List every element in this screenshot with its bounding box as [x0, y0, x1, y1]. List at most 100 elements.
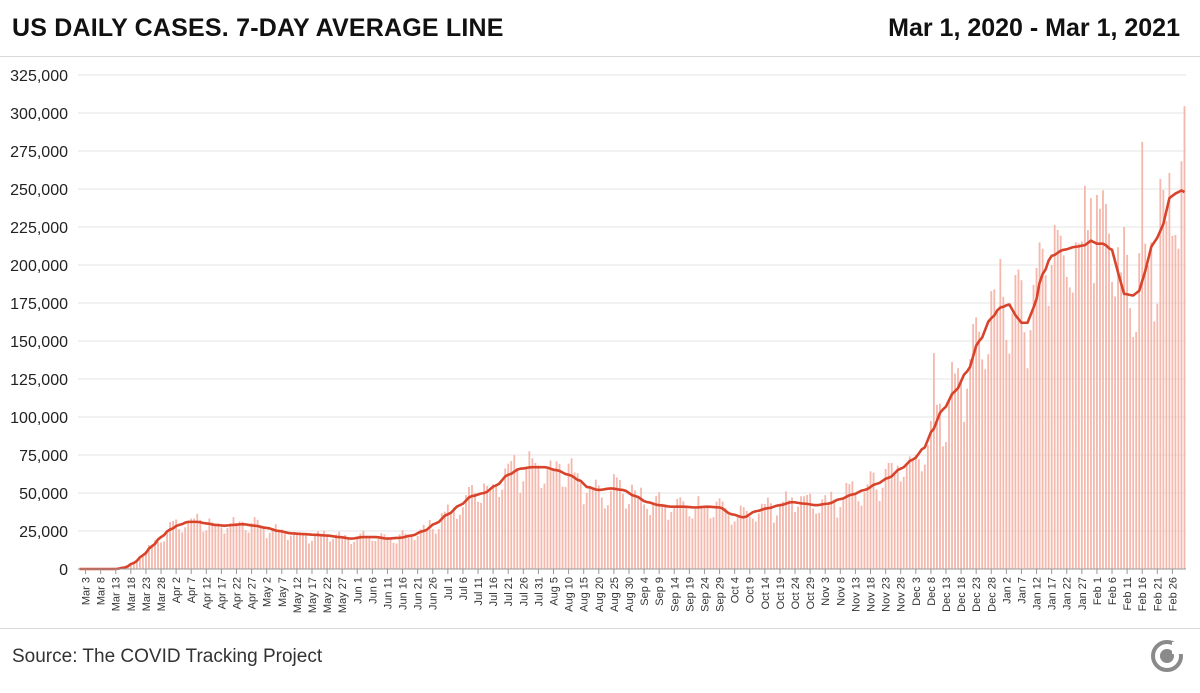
daily-case-bar: [1026, 368, 1029, 569]
x-tick-label: Sep 24: [699, 577, 711, 612]
x-tick-label: Jul 1: [443, 577, 455, 600]
x-tick-label: Aug 20: [594, 577, 606, 612]
daily-case-bar: [145, 551, 147, 569]
daily-case-bar: [1011, 313, 1014, 569]
x-tick-label: Nov 8: [835, 577, 847, 606]
daily-case-bar: [365, 536, 368, 569]
x-tick-label: Dec 23: [971, 577, 983, 612]
x-tick-label: Jan 7: [1016, 577, 1028, 604]
daily-case-bar: [769, 503, 772, 569]
x-tick-label: Apr 22: [232, 577, 244, 609]
y-tick-label: 225,000: [10, 220, 68, 237]
daily-case-bar: [1144, 243, 1147, 569]
x-tick-label: Aug 15: [579, 577, 591, 612]
daily-case-bar: [634, 490, 636, 569]
daily-case-bar: [196, 513, 199, 569]
daily-case-bar: [661, 503, 664, 569]
daily-case-bar: [981, 359, 984, 569]
daily-case-bar: [558, 463, 561, 569]
daily-case-bar: [157, 541, 159, 569]
daily-case-bar: [407, 535, 410, 569]
daily-case-bar: [344, 534, 347, 569]
x-tick-label: May 7: [277, 577, 289, 607]
x-tick-label: Nov 28: [896, 577, 908, 612]
y-tick-label: 100,000: [10, 410, 68, 427]
daily-case-bar: [235, 522, 238, 569]
daily-case-bar: [374, 540, 377, 569]
x-tick-label: Sep 29: [715, 577, 727, 612]
daily-case-bar: [631, 484, 633, 569]
y-tick-label: 25,000: [19, 524, 68, 541]
daily-case-bar: [1014, 275, 1017, 569]
daily-case-bar: [483, 483, 485, 569]
daily-case-bar: [848, 484, 851, 569]
daily-case-bar: [184, 527, 187, 569]
daily-case-bar: [540, 487, 543, 569]
daily-case-bar: [1171, 235, 1174, 569]
daily-case-bar: [1111, 281, 1113, 569]
daily-case-bar: [410, 535, 413, 569]
daily-case-bar: [241, 521, 244, 569]
daily-case-bar: [739, 505, 742, 569]
daily-case-bar: [202, 531, 205, 569]
x-tick-label: Sep 9: [654, 577, 666, 606]
daily-case-bar: [1071, 292, 1074, 569]
daily-case-bar: [428, 519, 431, 569]
daily-case-bar: [229, 523, 232, 569]
daily-case-bar: [585, 492, 588, 569]
daily-case-bar: [132, 562, 135, 569]
daily-case-bar: [151, 544, 153, 569]
x-tick-label: Aug 25: [609, 577, 621, 612]
daily-case-bar: [305, 533, 307, 569]
daily-case-bar: [667, 519, 670, 569]
daily-case-bar: [308, 543, 310, 569]
daily-case-bar: [253, 517, 256, 569]
daily-case-bar: [815, 513, 818, 569]
daily-case-bar: [908, 456, 911, 569]
daily-case-bar: [564, 487, 567, 569]
daily-case-bar: [283, 533, 286, 569]
daily-case-bar: [603, 508, 606, 569]
daily-case-bar: [208, 518, 211, 569]
daily-case-bar: [637, 496, 639, 569]
daily-case-bar: [899, 481, 902, 569]
daily-case-bar: [302, 534, 304, 569]
daily-case-bar: [567, 463, 570, 569]
daily-case-bar: [782, 501, 784, 569]
y-axis: 0 25,000 50,000 75,000 100,000 125,000 150,000…: [10, 68, 68, 579]
daily-case-bar: [471, 485, 473, 569]
daily-case-bar: [1120, 272, 1122, 569]
daily-case-bar: [280, 529, 283, 569]
daily-case-bar: [1077, 243, 1080, 569]
daily-case-bar: [1074, 242, 1077, 570]
x-tick-label: Sep 19: [684, 577, 696, 612]
daily-case-bar: [549, 460, 552, 569]
daily-case-bar: [960, 382, 962, 569]
seven-day-average-path: [79, 189, 1186, 571]
daily-case-bar: [404, 533, 407, 569]
daily-case-bar: [1162, 190, 1165, 569]
daily-case-bar: [785, 491, 787, 569]
covid-tracking-project-logo-icon[interactable]: [1150, 639, 1184, 673]
daily-case-bar: [295, 533, 298, 569]
x-tick-label: May 17: [307, 577, 319, 613]
daily-case-bar: [670, 511, 673, 569]
daily-case-bar: [416, 536, 419, 569]
daily-case-bar: [866, 484, 869, 569]
daily-case-bar: [573, 472, 576, 569]
x-tick-label: Dec 13: [941, 577, 953, 612]
daily-case-bar: [625, 508, 627, 569]
daily-case-bar: [223, 533, 226, 569]
daily-case-bar: [606, 505, 609, 569]
daily-case-bar: [646, 508, 649, 569]
daily-case-bar: [972, 324, 975, 569]
daily-case-bar: [154, 540, 156, 569]
x-tick-label: Nov 18: [866, 577, 878, 612]
y-tick-label: 200,000: [10, 258, 68, 275]
daily-case-bar: [679, 497, 682, 569]
daily-case-bar: [172, 520, 175, 569]
x-tick-label: Jul 26: [518, 577, 530, 606]
daily-case-bar: [806, 494, 809, 569]
x-tick-label: Oct 14: [760, 577, 772, 609]
